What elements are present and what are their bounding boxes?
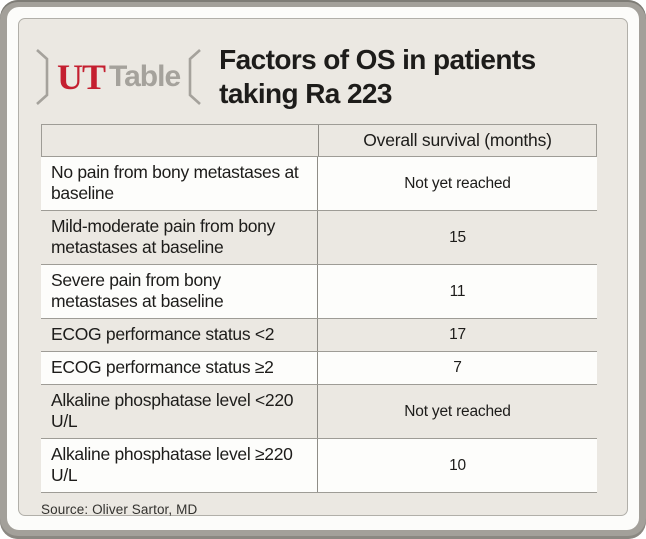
table-row: Severe pain from bony metastases at base… [41,265,597,319]
left-bracket-icon [36,49,49,105]
header: UT Table Factors of OS in patients takin… [28,36,609,118]
table-row: Alkaline phosphatase level ≥220 U/L 10 [41,439,597,493]
table-row: Alkaline phosphatase level <220 U/L Not … [41,385,597,439]
right-bracket-icon [188,49,202,105]
factor-cell: Severe pain from bony metastases at base… [51,270,224,311]
header-factor-cell [42,125,318,156]
logo-table-text: Table [109,60,181,93]
factor-cell: Alkaline phosphatase level <220 U/L [51,390,294,431]
table-title: Factors of OS in patients taking Ra 223 [219,44,536,109]
infographic-card: UT Table Factors of OS in patients takin… [18,18,628,517]
header-os-cell: Overall survival (months) [318,125,596,156]
os-cell: 11 [317,265,597,318]
table-header-row: Overall survival (months) [41,125,597,157]
table-row: ECOG performance status <2 17 [41,319,597,352]
os-cell: 7 [317,352,597,384]
logo-ut-text: UT [57,57,106,97]
os-cell: Not yet reached [317,157,597,210]
os-cell: 10 [317,439,597,492]
factor-cell: Alkaline phosphatase level ≥220 U/L [51,444,293,485]
table-row: Mild-moderate pain from bony metastases … [41,211,597,265]
table-row: No pain from bony metastases at baseline… [41,157,597,211]
data-table: Overall survival (months) No pain from b… [41,124,597,493]
factor-cell: ECOG performance status <2 [51,324,275,344]
ut-table-logo: UT Table [28,47,203,107]
factor-cell: ECOG performance status ≥2 [51,357,274,377]
factor-cell: No pain from bony metastases at baseline [51,162,299,203]
os-cell: 17 [317,319,597,351]
os-cell: Not yet reached [317,385,597,438]
source-note: Source: Oliver Sartor, MD [41,502,198,517]
table-row: ECOG performance status ≥2 7 [41,352,597,385]
card-inner-ring: UT Table Factors of OS in patients takin… [7,7,639,530]
factor-cell: Mild-moderate pain from bony metastases … [51,216,276,257]
os-cell: 15 [317,211,597,264]
